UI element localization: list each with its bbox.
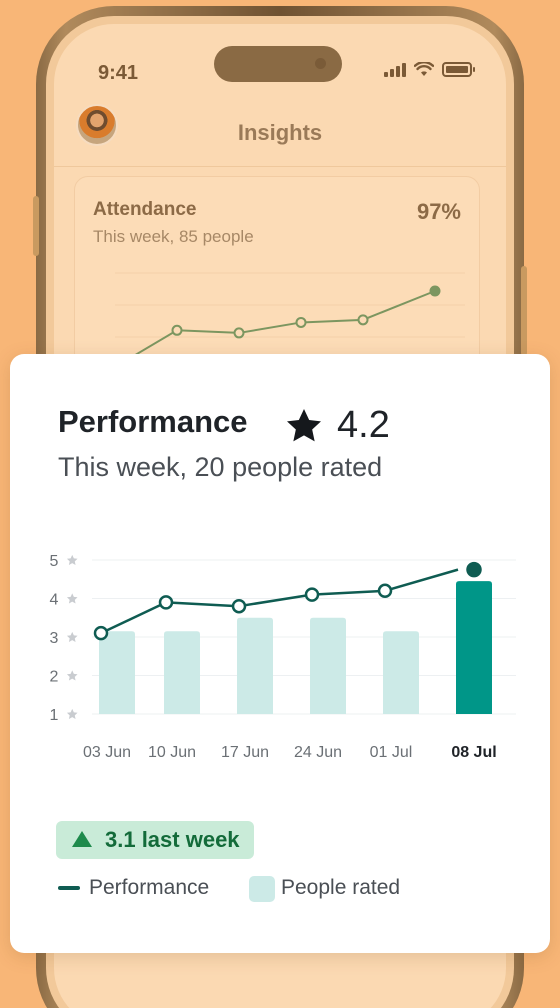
- attendance-point: [429, 285, 441, 297]
- attendance-title: Attendance: [93, 199, 197, 220]
- performance-rating: 4.2: [337, 404, 390, 446]
- legend-performance: Performance: [89, 876, 210, 899]
- bar-people-rated: [383, 631, 419, 714]
- y-tick-star-icon: [66, 554, 78, 566]
- header-divider: [54, 166, 506, 167]
- x-tick-label: 01 Jul: [370, 744, 413, 761]
- performance-point: [377, 583, 393, 599]
- y-tick-star-icon: [66, 708, 78, 720]
- y-tick-label: 2: [50, 669, 59, 686]
- performance-point: [158, 595, 174, 610]
- attendance-point: [233, 327, 245, 339]
- performance-title: Performance: [58, 404, 248, 439]
- avatar[interactable]: [76, 104, 118, 146]
- y-tick-label: 1: [50, 707, 59, 724]
- status-time: 9:41: [98, 62, 139, 84]
- bar-people-rated: [99, 631, 135, 714]
- side-button: [521, 266, 527, 356]
- y-tick-star-icon: [66, 670, 78, 681]
- delta-text: 3.1 last week: [105, 827, 240, 852]
- bar-people-rated: [310, 617, 346, 714]
- performance-point: [304, 587, 320, 602]
- bar-people-rated: [456, 581, 492, 714]
- page-title: Insights: [237, 120, 323, 145]
- performance-chart: 5 4 3 2 1 03 Jun 10 Jun 17 Jun 24 Jun 01 Jul 08 Ju…: [50, 553, 516, 761]
- performance-subtitle: This week, 20 people rated: [58, 452, 383, 482]
- bar-people-rated: [164, 631, 200, 714]
- performance-point: [466, 561, 482, 578]
- y-tick-star-icon: [66, 593, 78, 604]
- camera-icon: [315, 58, 326, 69]
- x-tick-label: 03 Jun: [83, 744, 131, 761]
- battery-icon: [442, 62, 475, 77]
- attendance-percent: 97%: [416, 199, 461, 224]
- status-icons: [384, 62, 475, 77]
- performance-line: [100, 568, 459, 635]
- bar-people-rated: [237, 617, 273, 714]
- delta-badge: 3.1 last week: [56, 821, 254, 859]
- x-tick-label: 10 Jun: [148, 744, 196, 761]
- y-tick-star-icon: [66, 631, 78, 643]
- side-button: [33, 196, 39, 256]
- attendance-point: [295, 316, 307, 328]
- legend-line-swatch: [58, 886, 80, 890]
- wifi-icon: [414, 62, 434, 76]
- star-icon: [287, 409, 321, 442]
- attendance-point: [171, 324, 183, 336]
- dynamic-island: [214, 46, 342, 82]
- y-tick-label: 5: [50, 553, 59, 570]
- x-tick-label: 08 Jul: [451, 744, 496, 761]
- performance-point: [93, 625, 109, 641]
- y-tick-label: 3: [50, 630, 59, 647]
- x-tick-label: 24 Jun: [294, 744, 342, 761]
- attendance-line: [114, 290, 436, 368]
- x-tick-label: 17 Jun: [221, 744, 269, 761]
- attendance-subtitle: This week, 85 people: [93, 227, 254, 246]
- up-arrow-icon: [72, 831, 92, 847]
- performance-point: [231, 598, 247, 614]
- legend-bar-swatch: [249, 876, 275, 902]
- attendance-point: [357, 314, 369, 326]
- y-tick-label: 4: [50, 592, 59, 609]
- signal-icon: [384, 62, 406, 77]
- performance-card: Performance 4.2 This week, 20 people rat…: [10, 354, 550, 953]
- legend-people-rated: People rated: [281, 876, 401, 899]
